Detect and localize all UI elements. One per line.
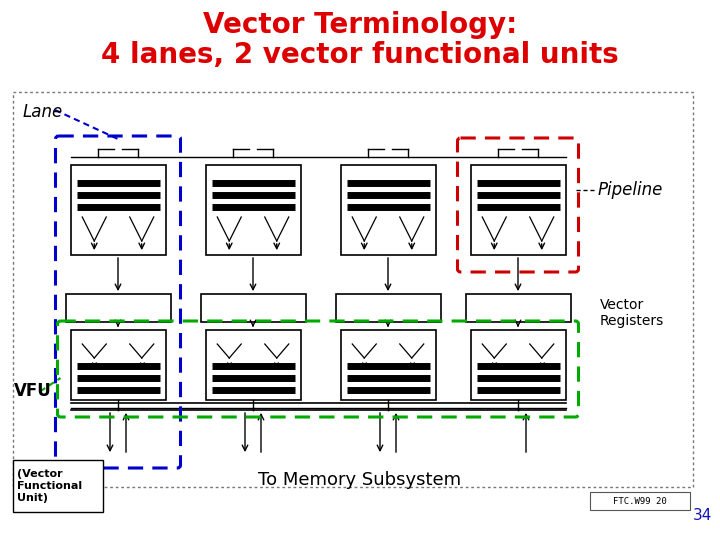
Bar <box>470 165 565 255</box>
Bar <box>200 294 305 322</box>
Text: To Memory Subsystem: To Memory Subsystem <box>258 471 462 489</box>
Bar <box>205 330 300 400</box>
Text: Lane: Lane <box>23 103 63 121</box>
Bar <box>336 294 441 322</box>
Text: v: v <box>91 360 96 369</box>
Text: v: v <box>139 360 144 369</box>
Text: v: v <box>492 360 497 369</box>
Bar <box>13 92 693 487</box>
Text: (Vector
Functional
Unit): (Vector Functional Unit) <box>17 469 82 503</box>
Text: v: v <box>409 360 414 369</box>
Text: v: v <box>539 360 544 369</box>
Bar <box>71 330 166 400</box>
Bar <box>13 460 103 512</box>
Bar <box>71 165 166 255</box>
Text: v: v <box>274 360 279 369</box>
Bar <box>466 294 570 322</box>
Bar <box>590 492 690 510</box>
Text: v: v <box>227 360 232 369</box>
Bar <box>205 165 300 255</box>
Text: v: v <box>361 360 366 369</box>
Text: Vector
Registers: Vector Registers <box>600 298 665 328</box>
Bar <box>470 330 565 400</box>
Text: FTC.W99 20: FTC.W99 20 <box>613 496 667 505</box>
Bar <box>341 165 436 255</box>
Bar <box>341 330 436 400</box>
Text: Vector Terminology:: Vector Terminology: <box>203 11 517 39</box>
Text: VFU: VFU <box>14 382 52 401</box>
Text: Pipeline: Pipeline <box>598 181 663 199</box>
Bar <box>66 294 171 322</box>
Text: 34: 34 <box>693 509 712 523</box>
Text: 4 lanes, 2 vector functional units: 4 lanes, 2 vector functional units <box>101 41 619 69</box>
